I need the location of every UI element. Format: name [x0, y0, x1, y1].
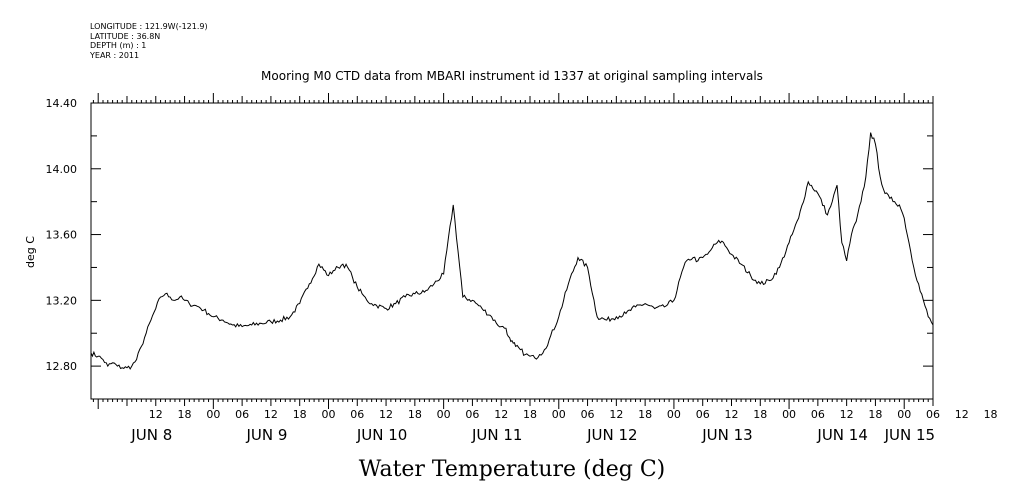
- y-tick-labels: 12.80 13.20 13.60 14.00 14.40: [46, 97, 78, 373]
- x-hour-label: 18: [178, 408, 192, 421]
- x-hour-label: 06: [811, 408, 825, 421]
- x-tick-labels: 12 18 00 06 12 18 00 06 12 18 00 06 12 18 00 06 12 18 00 06…: [130, 408, 998, 444]
- x-hour-label: 00: [206, 408, 220, 421]
- station-metadata: LONGITUDE : 121.9W(-121.9) LATITUDE : 36…: [90, 22, 208, 60]
- x-hour-label: 06: [926, 408, 940, 421]
- plot-frame: [90, 102, 934, 400]
- y-tick-label: 12.80: [46, 360, 78, 373]
- y-axis-label: deg C: [24, 236, 37, 268]
- x-hour-label: 12: [149, 408, 163, 421]
- x-hour-label: 12: [724, 408, 738, 421]
- x-day-label: JUN 10: [356, 426, 407, 444]
- year-label: YEAR : 2011: [90, 50, 140, 60]
- x-hour-label: 12: [264, 408, 278, 421]
- x-hour-label: 18: [408, 408, 422, 421]
- x-hour-label: 18: [523, 408, 537, 421]
- x-hour-label: 06: [696, 408, 710, 421]
- x-hour-label: 00: [321, 408, 335, 421]
- x-hour-label: 06: [350, 408, 364, 421]
- y-tick-label: 14.00: [46, 163, 78, 176]
- x-hour-label: 12: [609, 408, 623, 421]
- x-hour-label: 18: [638, 408, 652, 421]
- x-day-label: JUN 14: [816, 426, 867, 444]
- x-hour-label: 00: [437, 408, 451, 421]
- x-axis-label: Water Temperature (deg C): [359, 457, 666, 482]
- x-day-label: JUN 9: [245, 426, 287, 444]
- x-day-label: JUN 13: [701, 426, 752, 444]
- x-hour-label: 00: [782, 408, 796, 421]
- x-hour-label: 06: [581, 408, 595, 421]
- x-hour-label: 12: [840, 408, 854, 421]
- x-day-label: JUN 15: [884, 426, 935, 444]
- x-hour-label: 12: [494, 408, 508, 421]
- y-tick-label: 13.60: [46, 229, 78, 242]
- x-hour-label: 06: [465, 408, 479, 421]
- longitude-label: LONGITUDE : 121.9W(-121.9): [90, 22, 208, 31]
- x-day-label: JUN 12: [586, 426, 637, 444]
- axis-ticks: [91, 93, 934, 409]
- x-day-label: JUN 11: [471, 426, 522, 444]
- x-hour-label: 18: [984, 408, 998, 421]
- chart-title: Mooring M0 CTD data from MBARI instrumen…: [261, 69, 763, 83]
- depth-label: DEPTH (m) : 1: [90, 41, 147, 50]
- x-hour-label: 18: [868, 408, 882, 421]
- x-hour-label: 06: [235, 408, 249, 421]
- x-hour-label: 18: [293, 408, 307, 421]
- x-hour-label: 18: [753, 408, 767, 421]
- x-hour-label: 00: [897, 408, 911, 421]
- y-tick-label: 14.40: [46, 97, 78, 110]
- x-hour-label: 12: [379, 408, 393, 421]
- x-hour-label: 00: [667, 408, 681, 421]
- x-day-label: JUN 8: [130, 426, 172, 444]
- latitude-label: LATITUDE : 36.8N: [90, 31, 161, 41]
- y-tick-label: 13.20: [46, 294, 78, 307]
- x-hour-label: 12: [955, 408, 969, 421]
- x-hour-label: 00: [552, 408, 566, 421]
- water-temperature-series-line: [90, 132, 934, 370]
